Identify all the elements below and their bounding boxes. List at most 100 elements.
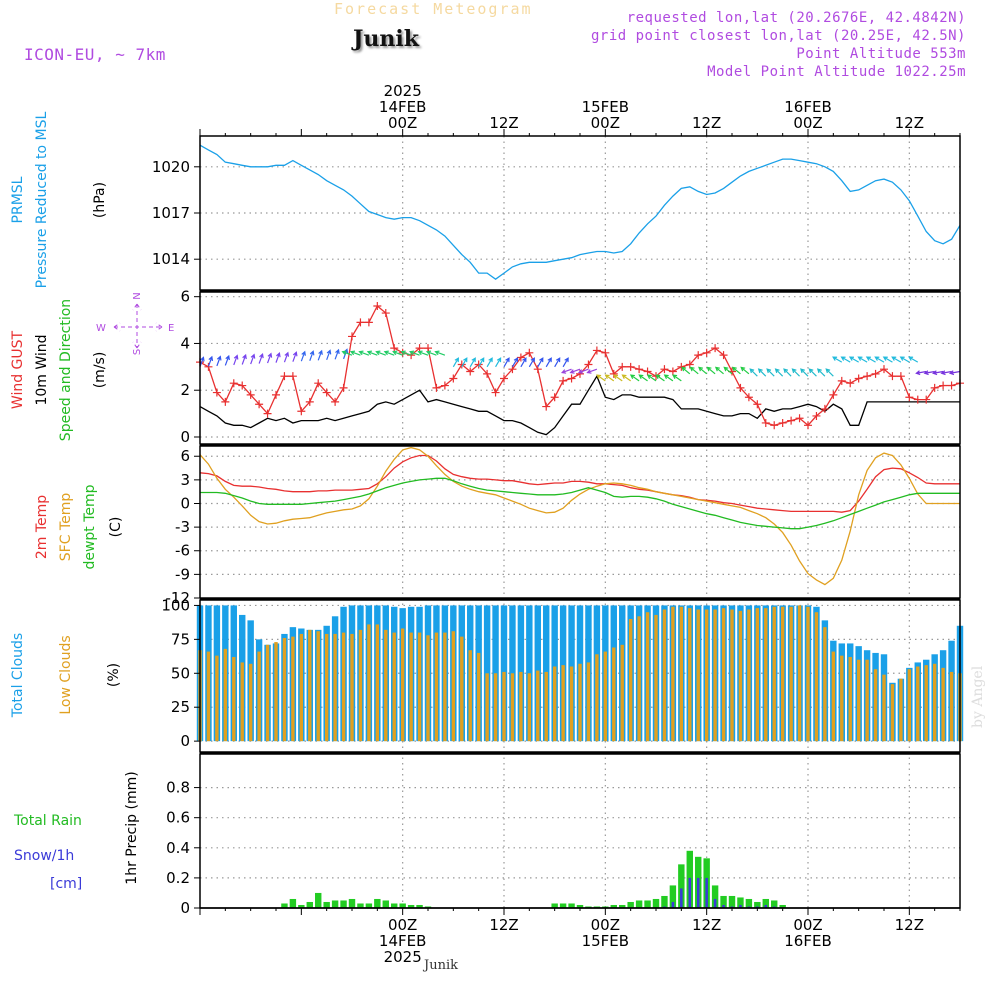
snow-bar [756, 906, 759, 908]
gust-marker [432, 383, 441, 392]
rain-bar [678, 864, 685, 908]
low-cloud-bar [890, 684, 895, 742]
gust-marker [584, 360, 593, 369]
y-tick-label: -3 [175, 518, 190, 536]
low-cloud-bar [603, 651, 608, 742]
low-cloud-bar [316, 631, 320, 742]
low-cloud-bar [907, 669, 912, 742]
wind-direction-arrow [791, 368, 800, 377]
low-cloud-bar [223, 648, 228, 742]
gust-marker [212, 388, 221, 397]
gust-marker [711, 344, 720, 353]
gust-marker [550, 393, 559, 402]
y-tick-label: 6 [180, 288, 190, 306]
low-cloud-bar [772, 606, 776, 742]
wind-direction-arrow [816, 368, 826, 377]
snow-bar [671, 901, 675, 908]
low-cloud-bar [367, 624, 371, 742]
low-cloud-bar [671, 606, 675, 742]
low-cloud-bar [865, 659, 869, 742]
gust-marker [609, 369, 618, 378]
gust-marker [221, 397, 230, 406]
rain-bar [568, 903, 575, 908]
wind-direction-arrow [207, 355, 214, 367]
low-cloud-bar [324, 633, 329, 742]
gust-marker [719, 351, 728, 360]
wind-direction-arrow [425, 350, 437, 356]
low-cloud-bar [848, 657, 852, 742]
wind-direction-arrow [596, 374, 606, 382]
low-cloud-bar [333, 633, 337, 742]
wind-direction-arrow [638, 374, 648, 382]
rain-bar [669, 885, 677, 908]
wind-direction-arrow [740, 366, 750, 375]
rain-bar [610, 904, 617, 908]
wind-direction-arrow [266, 352, 273, 364]
low-cloud-bar [384, 629, 388, 742]
wind-direction-arrow [452, 357, 459, 368]
wind-direction-arrow [672, 374, 682, 382]
low-cloud-bar [350, 633, 354, 742]
rain-bar [652, 898, 660, 908]
wind-direction-arrow [689, 366, 699, 375]
gust-marker [668, 367, 677, 376]
low-cloud-bar [443, 632, 447, 742]
rain-bar [416, 904, 423, 908]
wind-direction-arrow [408, 350, 420, 356]
gust-marker [424, 344, 432, 353]
wind-direction-arrow [417, 350, 429, 356]
rain-bar [365, 903, 373, 908]
wind-direction-arrow [224, 354, 230, 366]
wind-direction-arrow [848, 356, 859, 363]
wind-direction-arrow [528, 357, 535, 368]
wind-direction-arrow [621, 374, 632, 382]
gust-marker [787, 416, 796, 425]
gust-marker [829, 390, 838, 399]
y-tick-label: 0 [180, 428, 190, 446]
rain-bar [593, 906, 601, 908]
wind-direction-arrow [250, 353, 256, 365]
low-cloud-bar [916, 666, 920, 742]
low-cloud-bar [552, 666, 557, 742]
clouds-label-0: Total Clouds [10, 633, 26, 718]
low-cloud-bar [265, 644, 270, 742]
low-cloud-bar [527, 673, 532, 742]
temp-label-1: SFC Temp [58, 493, 74, 562]
gust-marker [415, 344, 424, 353]
low-cloud-bar [578, 663, 582, 742]
low-cloud-bar [856, 659, 861, 742]
rain-bar [399, 903, 406, 908]
compass-s: S [132, 349, 143, 355]
gust-marker [744, 393, 753, 402]
low-cloud-bar [747, 609, 751, 742]
gust-marker [795, 414, 804, 423]
gust-marker [280, 372, 289, 381]
clouds-label-1: Low Clouds [58, 635, 74, 714]
rain-bar [585, 906, 592, 908]
rain-bar [619, 904, 626, 908]
gust-marker [846, 379, 855, 388]
low-cloud-bar [764, 608, 768, 742]
wind-direction-arrow [392, 350, 403, 356]
wind-direction-arrow [495, 357, 502, 368]
y-tick-label: 0.4 [166, 839, 190, 857]
rain-bar [374, 898, 381, 908]
wind-direction-arrow [537, 357, 544, 368]
time-label-bottom: 2025 [384, 948, 422, 966]
wind-direction-arrow [723, 366, 733, 375]
pressure-line [199, 144, 961, 281]
gust-marker [930, 383, 939, 392]
rain-legend-label: Total Rain [13, 813, 82, 829]
low-cloud-bar [502, 671, 506, 742]
grid-layer [200, 136, 960, 908]
snow-bar [696, 877, 700, 908]
rain-bar [424, 906, 432, 908]
gust-marker [601, 348, 610, 357]
rain-bar [315, 892, 322, 908]
rain-bar [627, 901, 634, 908]
y-tick-label: -9 [175, 565, 190, 583]
gust-marker [491, 388, 500, 397]
wind-direction-arrow [698, 366, 708, 375]
precip-axis-label: 1hr Precip (mm) [124, 771, 140, 884]
snow-bar [772, 906, 776, 908]
